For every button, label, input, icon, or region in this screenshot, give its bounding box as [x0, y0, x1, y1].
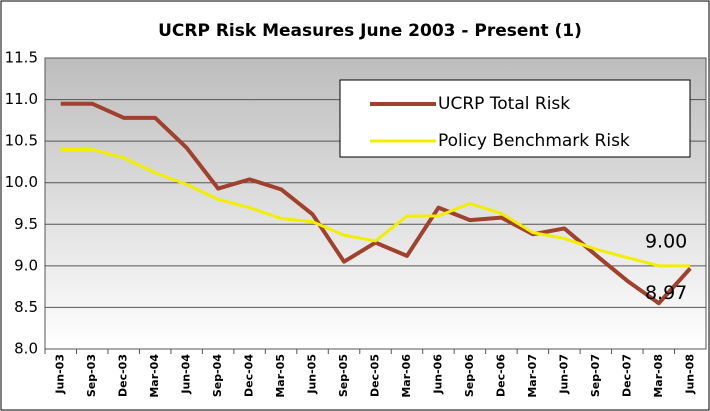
y-tick-label: 9.5	[14, 215, 38, 233]
x-tick-label: Jun-07	[557, 354, 570, 395]
x-tick-label: Mar-08	[652, 354, 665, 398]
y-tick-label: 8.5	[14, 298, 38, 316]
x-tick-label: Sep-07	[589, 354, 602, 397]
y-tick-label: 11.5	[5, 49, 38, 67]
legend-label: UCRP Total Risk	[438, 94, 570, 114]
x-tick-label: Mar-07	[526, 354, 539, 398]
x-tick-label: Sep-06	[463, 354, 476, 397]
y-tick-label: 10.0	[5, 173, 38, 191]
x-tick-label: Jun-06	[431, 354, 444, 395]
y-tick-label: 8.0	[14, 340, 38, 358]
data-label: 8.97	[645, 282, 687, 304]
x-tick-label: Sep-03	[85, 354, 98, 397]
legend-box	[339, 79, 691, 158]
x-tick-label: Dec-05	[369, 354, 382, 397]
x-tick-label: Sep-04	[211, 354, 224, 397]
line-series	[60, 147, 691, 268]
x-tick-label: Jun-05	[306, 354, 319, 395]
y-tick-label: 10.5	[5, 132, 38, 150]
x-tick-label: Sep-05	[337, 354, 350, 397]
x-tick-label: Jun-04	[180, 354, 193, 395]
x-tick-label: Dec-03	[117, 354, 130, 397]
x-tick-label: Dec-07	[620, 354, 633, 397]
data-label: 9.00	[645, 230, 687, 252]
x-tick-label: Dec-06	[494, 354, 507, 397]
y-tick-label: 11.0	[5, 90, 38, 108]
x-tick-label: Mar-04	[148, 354, 161, 398]
x-tick-label: Dec-04	[243, 354, 256, 397]
x-tick-label: Mar-06	[400, 354, 413, 398]
x-tick-label: Jun-03	[54, 354, 67, 395]
x-tick-label: Mar-05	[274, 354, 287, 398]
legend-label: Policy Benchmark Risk	[438, 131, 630, 151]
x-tick-label: Jun-08	[683, 354, 696, 395]
y-tick-label: 9.0	[14, 256, 38, 274]
chart-title: UCRP Risk Measures June 2003 - Present (…	[158, 21, 582, 41]
